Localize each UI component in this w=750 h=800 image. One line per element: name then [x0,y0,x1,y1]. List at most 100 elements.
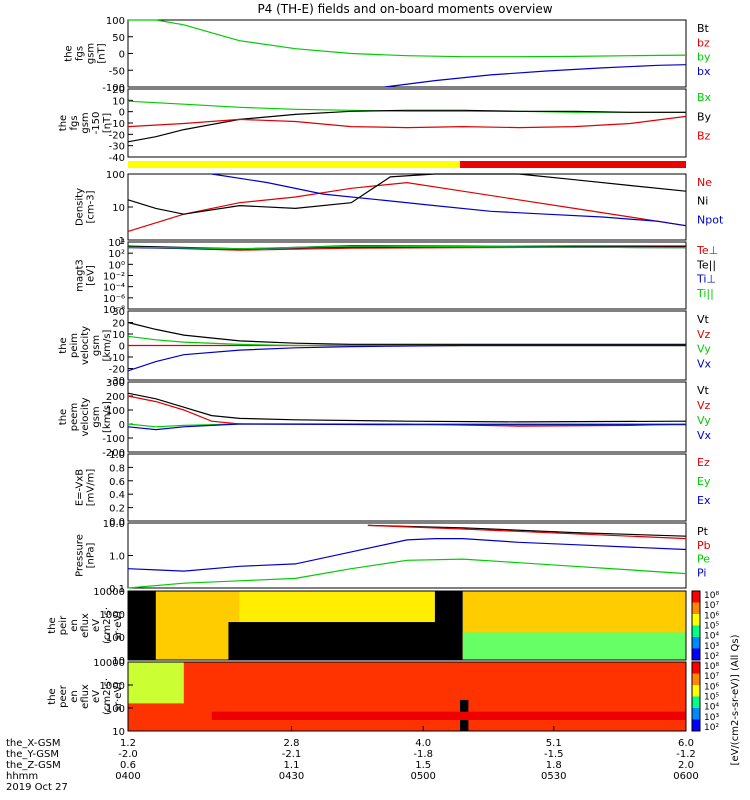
colorbar-tick-label: 10² [704,723,719,733]
legend-Vy: Vy [697,343,711,356]
series-line-Ti|| [127,245,687,250]
colorbar-segment [692,614,700,626]
y-tick-label: 200 [106,392,125,403]
x-tick-label: -1.2 [676,749,696,760]
y-tick-label: 0 [119,342,125,353]
panel-peir: 10000 1000 100 10 thepeirenefluxeV(cm2·s·sr·… [47,587,687,667]
colorbar-tick-label: 10² [704,652,719,662]
panel-frame [127,173,687,241]
colorbar-segment [692,696,700,709]
legend-Bt: Bt [697,22,710,35]
y-axis-label: Pressure[nPa] [75,534,97,577]
x-tick-label: 0400 [115,771,140,782]
colorbar-tick-label: 10⁵ [704,693,719,703]
legend-Vz: Vz [697,328,711,341]
colorbar-segment [692,637,700,649]
colorbar-segment [692,673,700,686]
y-axis-label: thepeirenefluxeV(cm2·s·sr·eV) [47,607,124,644]
y-tick-label: 10 [112,656,125,667]
panel-frame [127,661,687,732]
y-tick-label: 100 [106,633,125,644]
legend-Bz: Bz [697,130,711,143]
x-tick-label: 0600 [673,771,698,782]
y-tick-label: 10 [112,330,125,341]
series-line-Ni [127,173,687,215]
series-line-Vx [127,344,686,372]
y-tick-label: -30 [109,376,125,387]
series-line-by [128,19,687,58]
legend-Ti||: Ti|| [696,287,714,300]
x-tick-label: 2.8 [284,738,300,749]
x-row-label: the_X-GSM [6,738,60,749]
y-tick-label: 10⁻² [103,272,125,283]
panel-frame [127,381,687,453]
x-row-label: the_Y-GSM [6,749,59,760]
x-date-label: 2019 Oct 27 [6,782,68,793]
legend-Ni: Ni [697,195,708,208]
panel-frame [127,88,687,158]
legend-Pe: Pe [697,553,710,566]
y-tick-label: 1.0 [109,450,125,461]
panel-frame [127,522,687,589]
panel-density: 100 10 1 Density[cm-3] Ne Ni Npot [75,170,724,247]
series-line-By [127,109,686,143]
y-tick-label: 1.0 [109,552,125,563]
y-tick-label: 100 [106,16,125,27]
x-tick-label: -1.5 [544,749,564,760]
series-line-Ne [127,181,687,232]
legend-Ez: Ez [697,456,710,469]
y-tick-label: 1000 [100,681,125,692]
legend-Npot: Npot [697,213,724,226]
panel-peer: 10000 1000 100 10 thepeerenefluxeV(cm2·s·sr·… [47,658,687,738]
plot-title: P4 (TH-E) fields and on-board moments ov… [257,2,552,16]
legend-Ex: Ex [697,494,711,507]
y-tick-label: 10 [112,203,125,214]
y-tick-label: -100 [102,434,125,445]
x-tick-label: -2.1 [282,749,302,760]
legend-Pb: Pb [697,539,711,552]
panel-peem: 300 200 100 0 -100 -200 thepeemvelocitygsm[km/… [58,378,712,459]
colorbar-tick-label: 10³ [704,713,719,723]
y-tick-label: 20 [112,319,125,330]
colorbar-segment [692,602,700,615]
legend-Vt: Vt [697,313,710,326]
series-line-Vy [127,423,686,428]
y-tick-label: -50 [109,66,125,77]
colorbar-segment [692,625,700,638]
legend-bz: bz [697,36,710,49]
y-axis-label: E=-VxB[mV/m] [75,469,97,507]
colorbar-tick-label: 10⁷ [704,672,719,682]
series-line-Pb [367,524,687,540]
colorbar-tick-label: 10⁶ [704,682,719,692]
x-tick-label: 5.1 [546,738,562,749]
y-tick-label: 10⁰ [108,260,125,271]
y-tick-label: 1000 [100,610,125,621]
status-bar-red [460,161,686,168]
y-axis-label: thepeimvelocitygsm[km/s] [58,326,113,365]
y-tick-label: 0.2 [109,504,125,515]
colorbar-segment [692,685,700,697]
y-tick-label: 300 [106,378,125,389]
x-tick-label: 0.6 [120,760,136,771]
colorbar-segment [692,591,700,603]
x-tick-label: 0430 [279,771,304,782]
legend-Pt: Pt [697,525,709,538]
y-tick-label: 10⁻⁸ [103,305,125,316]
colorbar-segment [692,708,700,720]
heatmap-block [128,591,156,660]
colorbar-label: [eV/(cm2-s-sr-eV)] (All Qs) [730,634,741,765]
series-line-Bx [127,100,686,113]
series-line-Vt [127,321,686,345]
colorbar-tick-label: 10⁴ [704,632,719,642]
y-axis-label: Density[cm-3] [75,188,97,226]
legend-Ti⊥: Ti⊥ [696,273,716,286]
legend-Bx: Bx [697,91,712,104]
colorbar-tick-label: 10⁴ [704,703,719,713]
y-tick-label: -20 [109,130,125,141]
legend-Vx: Vx [697,429,712,442]
y-tick-label: 0 [119,420,125,431]
